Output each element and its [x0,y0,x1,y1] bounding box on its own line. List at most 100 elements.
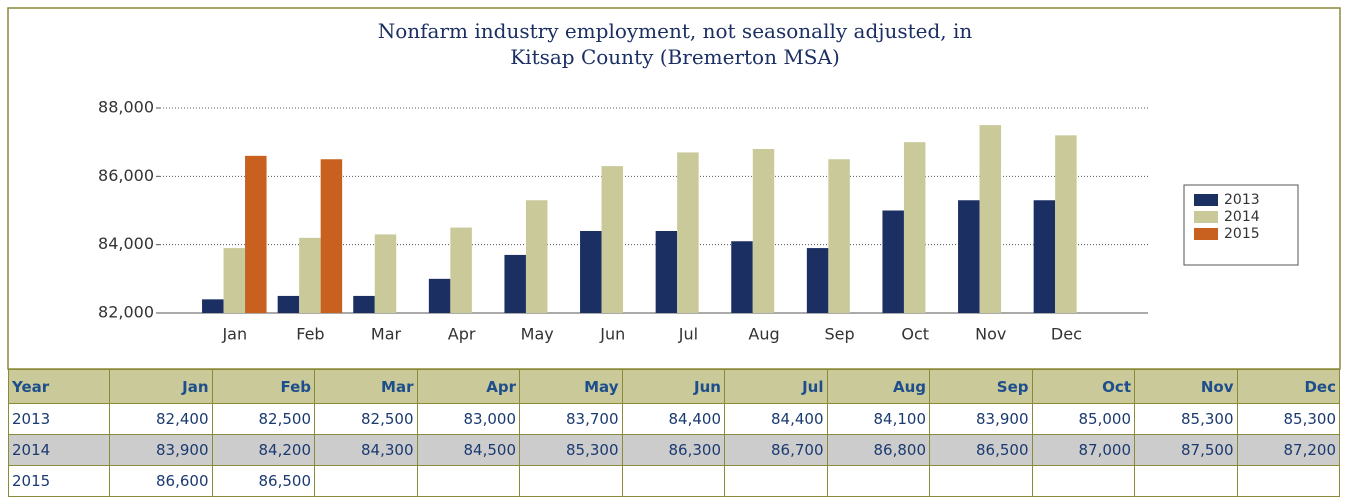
value-cell [519,465,623,497]
year-cell: 2014 [8,434,110,466]
value-cell [621,465,725,497]
x-tick-label: Jun [599,325,625,344]
bar [374,234,397,313]
header-row: Year Jan Feb Mar Apr May Jun Jul Aug Sep Oct Nov Dec [8,369,1340,404]
x-tick-label: Jul [678,325,698,344]
y-tick-label: 86,000 [98,166,154,185]
bar [1033,200,1056,313]
value-cell: 85,300 [1236,403,1340,435]
year-cell: 2013 [8,403,110,435]
bar [655,231,678,313]
table-row: 2013 82,400 82,500 82,500 83,000 83,700 84,400… [8,403,1340,435]
bar [223,248,246,313]
bar [979,125,1002,313]
header-cell: Apr [416,369,520,404]
bar [882,210,904,313]
header-cell: Nov [1134,369,1238,404]
bar [1055,135,1077,313]
bar [504,254,526,313]
value-cell [1236,465,1340,497]
header-cell: Jul [724,369,828,404]
value-cell [929,465,1033,497]
value-cell: 86,800 [826,434,930,466]
value-cell: 82,400 [109,403,213,435]
bar [731,241,753,313]
legend-label: 2013 [1224,192,1260,208]
header-cell: Mar [314,369,418,404]
value-cell: 84,500 [416,434,520,466]
value-cell [1031,465,1135,497]
bar [601,166,624,313]
value-cell [314,465,418,497]
value-cell: 87,500 [1134,434,1238,466]
bar [428,278,451,313]
legend-swatch [1194,194,1218,206]
bar [299,237,321,313]
value-cell: 86,600 [109,465,213,497]
value-cell: 82,500 [211,403,315,435]
bar [958,200,980,313]
value-cell: 86,500 [929,434,1033,466]
value-cell: 84,400 [621,403,725,435]
value-cell: 87,200 [1236,434,1340,466]
bar [903,142,926,313]
header-cell: Jan [109,369,213,404]
x-tick-label: Jan [221,325,247,344]
legend-swatch [1194,228,1218,240]
bar [320,159,343,313]
value-cell [826,465,930,497]
data-table: Year Jan Feb Mar Apr May Jun Jul Aug Sep Oct Nov Dec… [8,369,1340,497]
header-cell: Dec [1236,369,1340,404]
x-tick-label: Oct [901,325,929,344]
value-cell [1134,465,1238,497]
header-cell: Oct [1031,369,1135,404]
value-cell: 83,000 [416,403,520,435]
legend-label: 2015 [1224,226,1260,242]
bar [525,200,548,313]
bar [202,299,224,313]
header-cell: Sep [929,369,1033,404]
legend-label: 2014 [1224,209,1260,225]
x-tick-label: May [521,325,554,344]
title-line: Nonfarm industry employment, not seasona… [377,19,973,43]
x-tick-label: Dec [1051,325,1082,344]
value-cell: 84,200 [211,434,315,466]
x-tick-label: Mar [371,325,402,344]
value-cell: 85,300 [519,434,623,466]
value-cell: 83,900 [929,403,1033,435]
table-row: 2014 83,900 84,200 84,300 84,500 85,300 86,300… [8,434,1340,466]
bar [450,227,472,313]
value-cell [724,465,828,497]
value-cell: 85,300 [1134,403,1238,435]
table-row: 2015 86,600 86,500 [8,465,1340,497]
header-cell: Year [8,369,110,404]
bar [752,149,775,313]
y-tick-label: 82,000 [98,303,154,322]
bar [277,295,300,313]
header-cell: Aug [826,369,930,404]
x-tick-label: Sep [825,325,855,344]
year-cell: 2015 [8,465,110,497]
bar [353,295,375,313]
chart-title: Nonfarm industry employment, not seasona… [0,18,1350,70]
value-cell: 87,000 [1031,434,1135,466]
value-cell: 82,500 [314,403,418,435]
value-cell: 84,100 [826,403,930,435]
value-cell: 86,300 [621,434,725,466]
value-cell: 84,400 [724,403,828,435]
value-cell: 85,000 [1031,403,1135,435]
bar [828,159,850,313]
x-tick-label: Nov [975,325,1006,344]
value-cell: 86,500 [211,465,315,497]
x-tick-label: Aug [748,325,779,344]
x-tick-label: Apr [448,325,476,344]
value-cell: 83,900 [109,434,213,466]
bar [580,231,602,313]
y-tick-label: 88,000 [98,98,154,117]
bar [245,155,267,313]
header-cell: Jun [621,369,725,404]
header-cell: May [519,369,623,404]
legend-swatch [1194,211,1218,223]
